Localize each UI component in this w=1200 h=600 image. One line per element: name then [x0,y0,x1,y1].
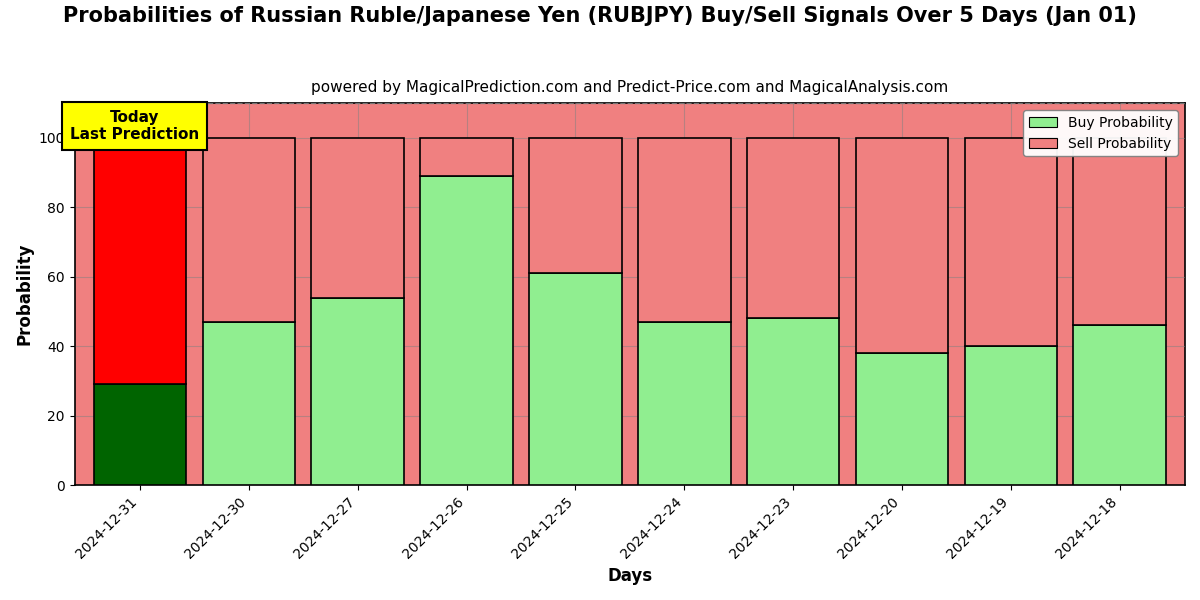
Y-axis label: Probability: Probability [16,243,34,346]
Bar [746,319,839,485]
Bar [203,322,295,485]
Bar [203,138,295,322]
Text: MagicalAnalysis.com: MagicalAnalysis.com [256,303,516,323]
Bar [420,176,512,485]
Title: powered by MagicalPrediction.com and Predict-Price.com and MagicalAnalysis.com: powered by MagicalPrediction.com and Pre… [311,80,948,95]
Bar [746,138,839,319]
Text: MagicalAnalysis.com: MagicalAnalysis.com [256,200,516,220]
Bar [965,138,1057,346]
Bar [312,298,404,485]
Legend: Buy Probability, Sell Probability: Buy Probability, Sell Probability [1024,110,1178,156]
Bar [94,385,186,485]
Bar [1074,138,1166,325]
Bar [856,353,948,485]
X-axis label: Days: Days [607,567,653,585]
Bar [965,346,1057,485]
Bar [312,138,404,298]
Text: Probabilities of Russian Ruble/Japanese Yen (RUBJPY) Buy/Sell Signals Over 5 Day: Probabilities of Russian Ruble/Japanese … [64,6,1136,26]
Bar [529,138,622,273]
Text: MagicalPrediction.com: MagicalPrediction.com [654,200,938,220]
Bar [529,273,622,485]
Bar [420,138,512,176]
Text: MagicalPrediction.com: MagicalPrediction.com [654,303,938,323]
Text: MagicalPrediction.com: MagicalPrediction.com [654,406,938,427]
Text: MagicalAnalysis.com: MagicalAnalysis.com [256,406,516,427]
Bar [94,138,186,385]
Bar [1074,325,1166,485]
Bar [638,322,731,485]
Bar [856,138,948,353]
Bar [638,138,731,322]
Text: Today
Last Prediction: Today Last Prediction [70,110,199,142]
